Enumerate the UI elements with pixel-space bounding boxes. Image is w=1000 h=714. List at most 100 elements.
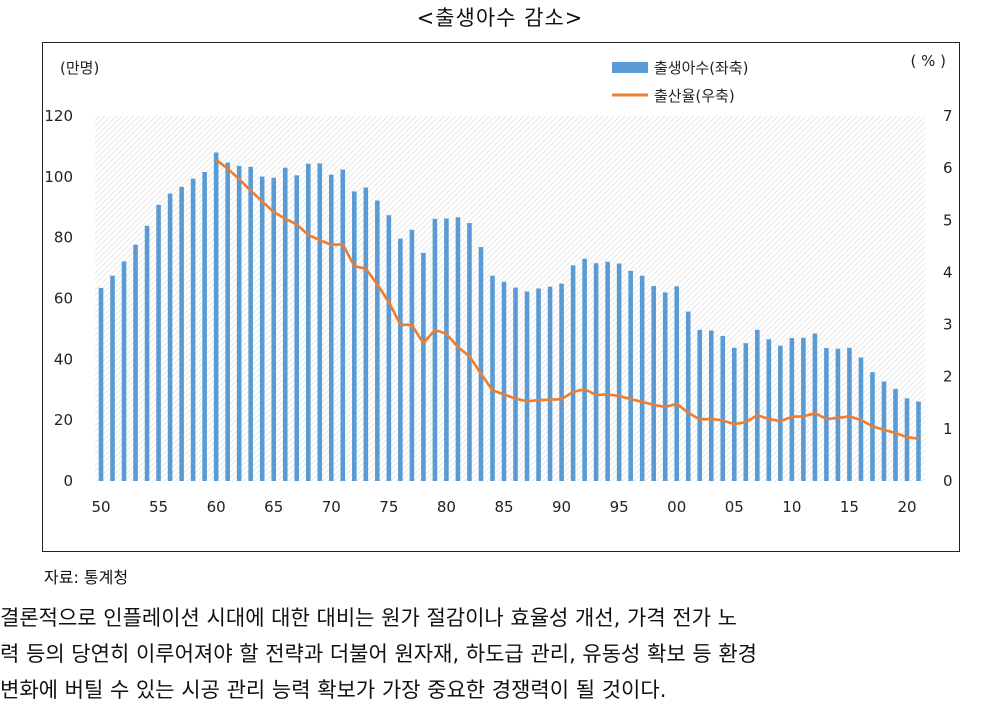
chart-title: <출생아수 감소>: [416, 6, 584, 30]
bar: [685, 311, 691, 481]
fertility-line: [215, 158, 919, 441]
bar: [271, 177, 277, 481]
bar: [708, 330, 714, 481]
left-tick-label: 60: [54, 290, 73, 308]
bar: [386, 215, 392, 481]
bar: [881, 381, 887, 481]
bar: [133, 244, 138, 481]
x-tick-label: 20: [897, 498, 916, 516]
bar: [559, 283, 564, 481]
x-tick-label: 10: [782, 498, 801, 516]
bar: [662, 292, 668, 481]
source-note: 자료: 통계청: [44, 568, 129, 587]
left-tick-label: 120: [44, 107, 73, 125]
bar: [628, 270, 633, 481]
bar: [121, 261, 127, 481]
bar: [731, 347, 737, 481]
bar: [110, 275, 115, 481]
bar: [213, 152, 219, 481]
body-line: 결론적으로 인플레이션 시대에 대한 대비는 원가 절감이나 효율성 개선, 가…: [0, 606, 737, 630]
bar: [190, 178, 196, 481]
bar: [317, 163, 323, 481]
bar: [593, 263, 599, 481]
left-tick-label: 100: [44, 168, 73, 186]
bar: [651, 286, 656, 481]
bar: [616, 263, 622, 481]
left-axis-unit: (만명): [60, 59, 99, 77]
bar: [824, 348, 829, 481]
x-tick-label: 80: [437, 498, 456, 516]
bar: [893, 388, 898, 481]
bar: [524, 291, 530, 481]
left-tick-label: 20: [54, 411, 73, 429]
bar: [363, 187, 369, 482]
bar: [697, 329, 703, 481]
body-line: 력 등의 당연히 이루어져야 할 전략과 더불어 원자재, 하도급 관리, 유동…: [0, 642, 758, 666]
x-tick-label: 50: [91, 498, 110, 516]
legend-bar-swatch: [612, 62, 648, 73]
bar: [305, 163, 311, 481]
right-tick-label: 6: [943, 159, 953, 177]
bar: [582, 258, 587, 481]
bar: [294, 175, 300, 481]
bar: [352, 191, 357, 481]
x-tick-label: 15: [840, 498, 859, 516]
left-tick-label: 0: [63, 472, 73, 490]
bar: [144, 225, 150, 481]
bar: [847, 347, 852, 481]
x-tick-label: 65: [264, 498, 283, 516]
x-tick-label: 75: [379, 498, 398, 516]
bar: [755, 329, 760, 481]
bar: [778, 345, 783, 481]
x-tick-label: 85: [494, 498, 513, 516]
bar: [167, 193, 173, 481]
bar: [467, 223, 472, 481]
bar-series: [98, 152, 921, 482]
bar: [375, 200, 380, 481]
bar: [421, 252, 426, 482]
right-axis: 0 1 2 3 4 5 6 7: [943, 107, 953, 490]
bar: [766, 339, 772, 481]
body-paragraph: 결론적으로 인플레이션 시대에 대한 대비는 원가 절감이나 효율성 개선, 가…: [0, 600, 1000, 708]
right-tick-label: 1: [943, 420, 953, 438]
bar: [478, 247, 484, 481]
x-tick-label: 55: [149, 498, 168, 516]
bar: [328, 174, 334, 481]
bar: [444, 218, 449, 481]
bar: [259, 176, 265, 481]
bar: [282, 167, 288, 481]
bar: [202, 171, 207, 481]
x-tick-label: 95: [610, 498, 629, 516]
bar: [674, 286, 680, 481]
x-tick-label: 90: [552, 498, 571, 516]
body-line: 변화에 버틸 수 있는 시공 관리 능력 확보가 가장 중요한 경쟁력이 될 것…: [0, 678, 667, 702]
bar: [720, 335, 726, 481]
legend: 출생아수(좌축) 출산율(우축): [612, 59, 749, 105]
bar: [605, 261, 610, 481]
legend-bar-label: 출생아수(좌축): [654, 59, 749, 77]
legend-line-label: 출산율(우축): [654, 87, 735, 105]
x-tick-label: 05: [725, 498, 744, 516]
bar: [789, 338, 795, 481]
bar: [156, 204, 161, 481]
bar: [179, 186, 184, 481]
bar: [398, 238, 403, 481]
right-tick-label: 4: [943, 263, 953, 281]
bar: [835, 348, 841, 481]
bar: [916, 401, 921, 481]
bar: [225, 162, 230, 482]
bar: [409, 229, 415, 481]
plot-area: [95, 116, 925, 481]
bar: [501, 281, 507, 481]
bar: [432, 218, 438, 481]
bar: [904, 398, 910, 481]
bar: [743, 343, 749, 481]
bar: [248, 166, 253, 482]
bar: [812, 333, 818, 481]
chart-frame: [42, 42, 960, 552]
bar: [490, 275, 495, 481]
x-tick-label: 00: [667, 498, 686, 516]
right-tick-label: 7: [943, 107, 953, 125]
bar: [340, 169, 346, 481]
